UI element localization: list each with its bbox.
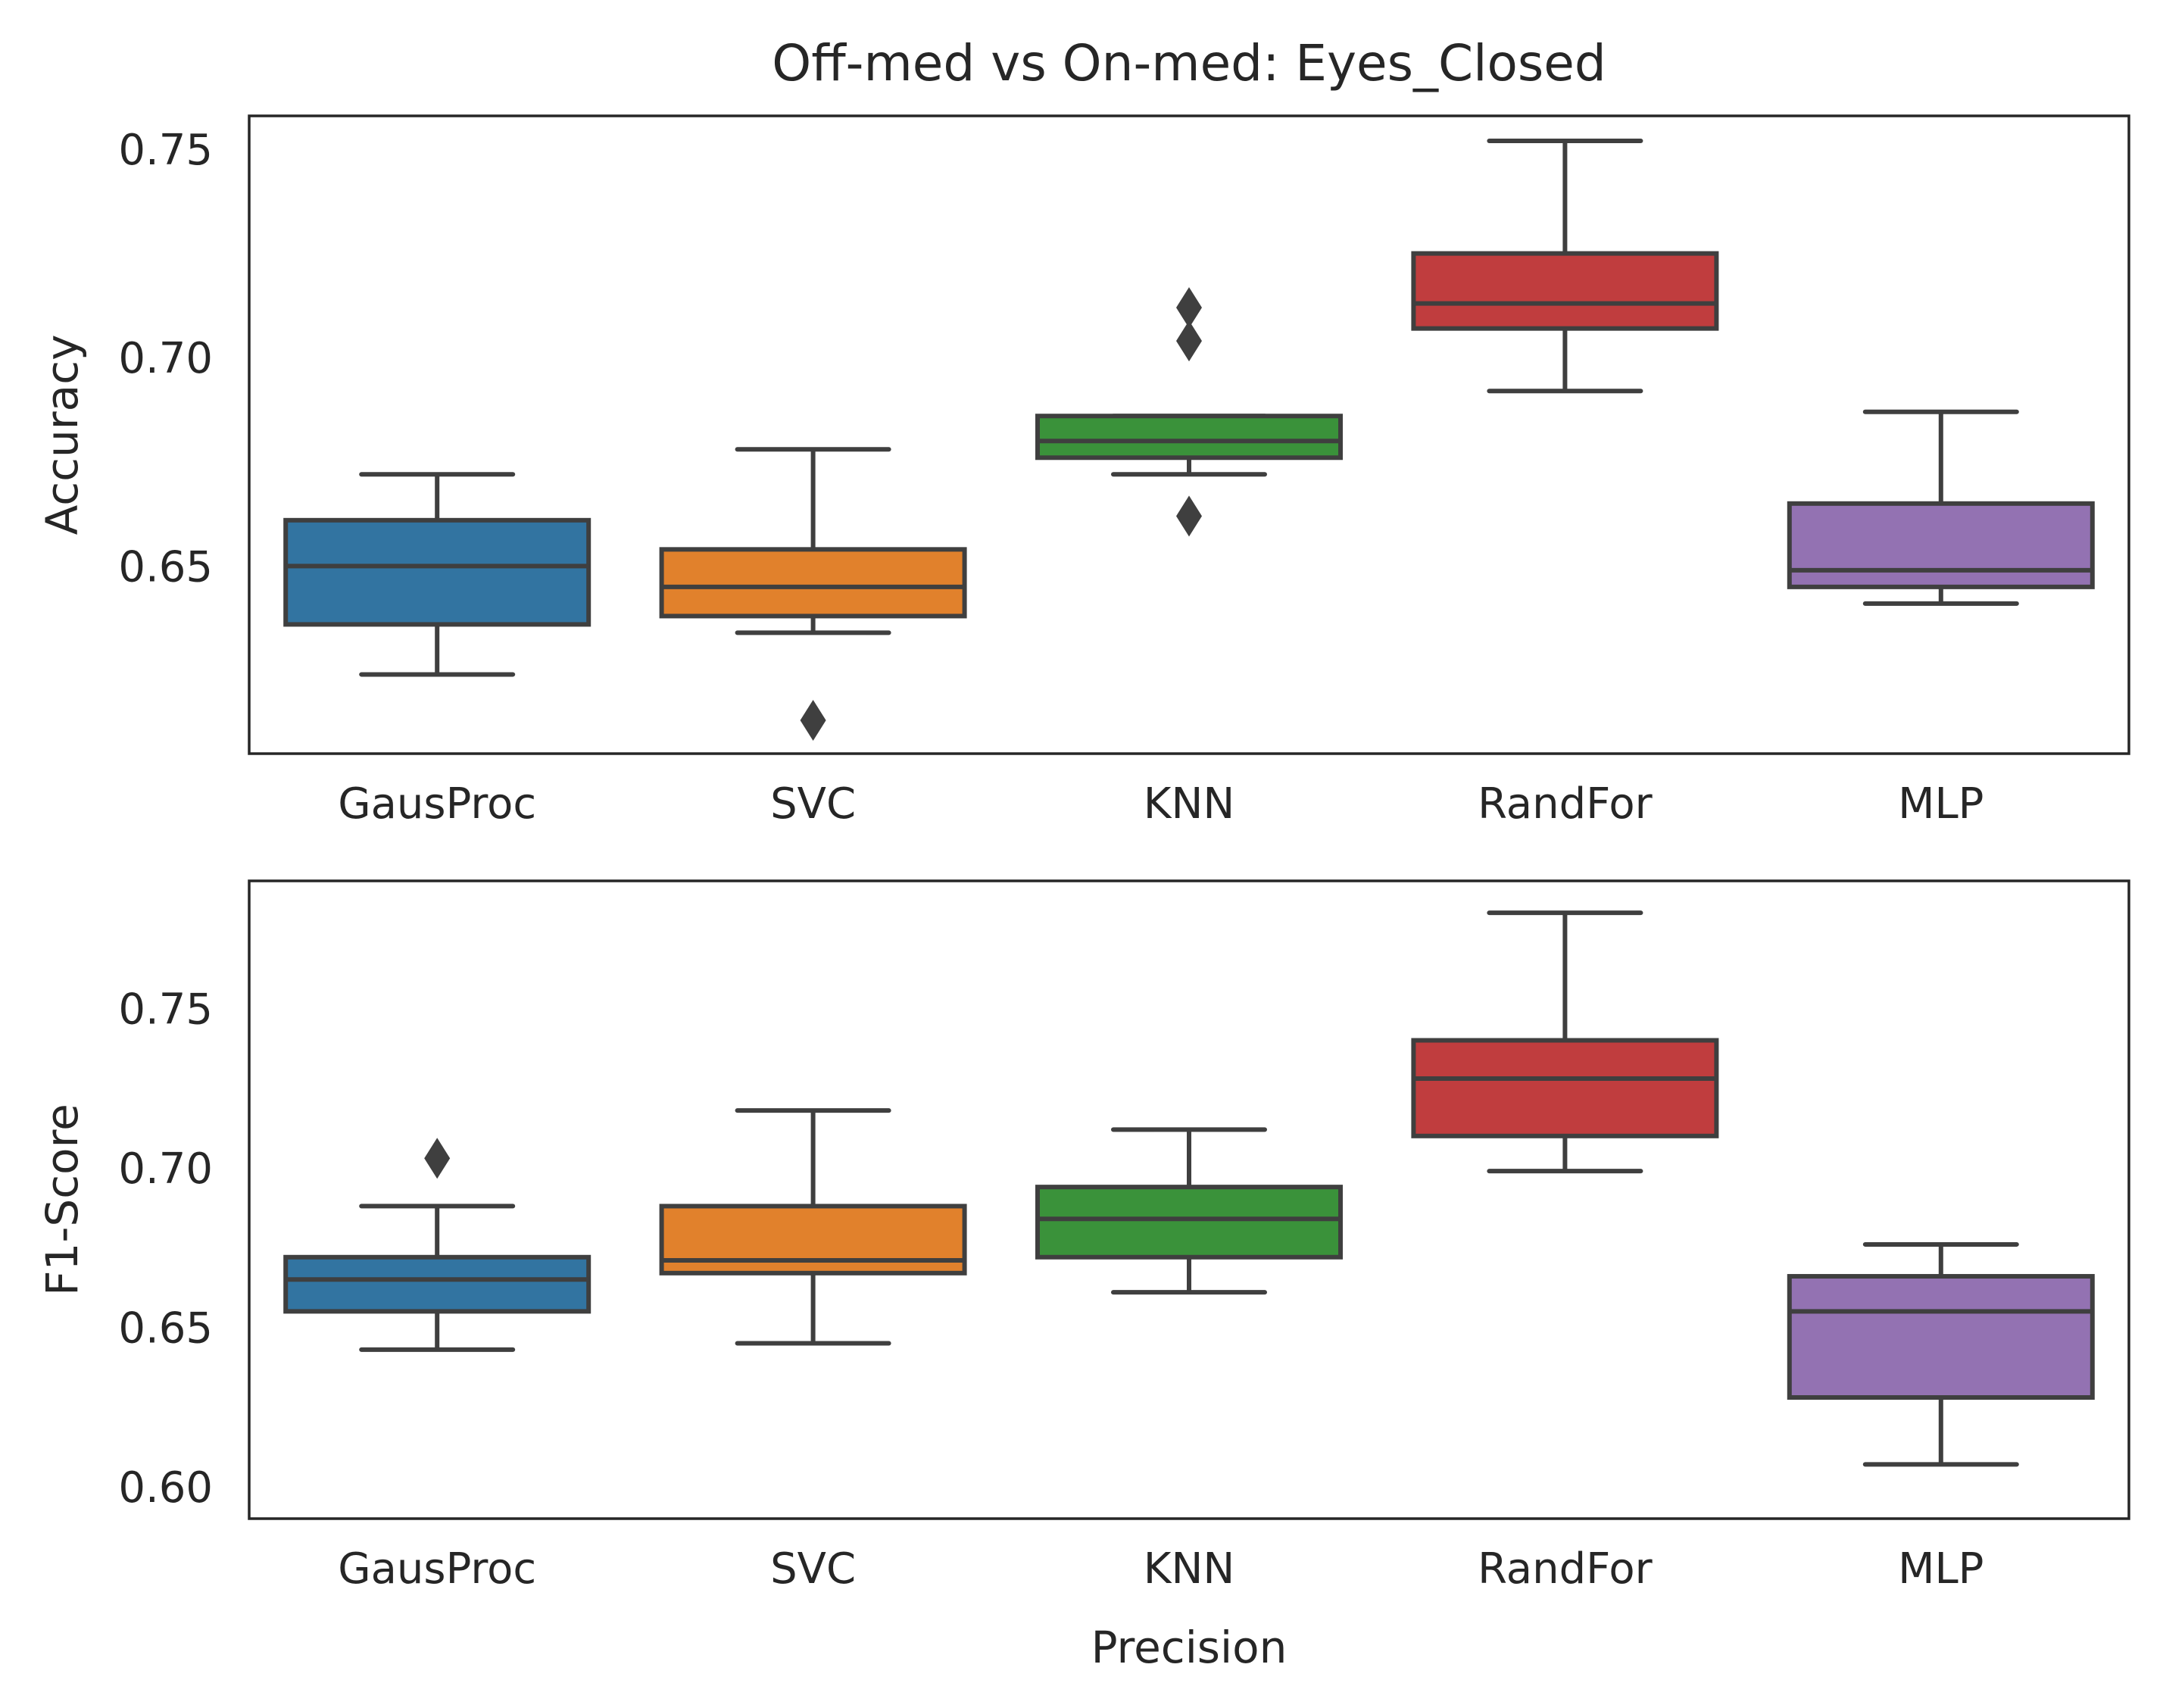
x-tick-label-randfor: RandFor bbox=[1478, 1544, 1653, 1594]
box-gausproc bbox=[283, 1138, 591, 1352]
iqr-box-mlp bbox=[1787, 501, 2095, 589]
iqr-box-knn bbox=[1035, 1185, 1343, 1260]
box-randfor bbox=[1411, 139, 1719, 394]
outlier-knn-0 bbox=[1176, 320, 1202, 362]
x-tick-label-gausproc: GausProc bbox=[338, 779, 536, 829]
x-axis-label: Precision bbox=[1091, 1622, 1288, 1673]
axes-frame bbox=[248, 114, 2130, 755]
x-tick-label-knn: KNN bbox=[1144, 779, 1235, 829]
y-tick-label: 0.65 bbox=[118, 542, 213, 592]
y-axis-label: F1-Score bbox=[36, 1104, 88, 1296]
chart-title: Off-med vs On-med: Eyes_Closed bbox=[772, 34, 1606, 92]
outlier-knn-1 bbox=[1176, 287, 1202, 329]
iqr-box-randfor bbox=[1411, 1038, 1719, 1138]
box-randfor bbox=[1411, 910, 1719, 1174]
iqr-box-gausproc bbox=[283, 1254, 591, 1314]
x-tick-label-gausproc: GausProc bbox=[338, 1544, 536, 1594]
outlier-gausproc-0 bbox=[424, 1138, 451, 1179]
box-mlp bbox=[1787, 1241, 2095, 1467]
x-tick-label-svc: SVC bbox=[770, 779, 856, 829]
outlier-svc-0 bbox=[800, 699, 826, 741]
box-svc bbox=[659, 1108, 967, 1346]
x-tick-label-knn: KNN bbox=[1144, 1544, 1235, 1594]
accuracy-panel: Off-med vs On-med: Eyes_Closed 0.65 0.70 0.… bbox=[36, 34, 2130, 829]
y-axis-label: Accuracy bbox=[36, 335, 88, 536]
box-gausproc bbox=[283, 472, 591, 677]
outlier-knn-2 bbox=[1176, 495, 1202, 537]
box-svc bbox=[659, 447, 967, 741]
y-tick-label: 0.75 bbox=[118, 126, 213, 175]
box-knn bbox=[1035, 1127, 1343, 1295]
y-tick-label: 0.60 bbox=[118, 1463, 213, 1513]
y-tick-label: 0.75 bbox=[118, 985, 213, 1034]
y-tick-label: 0.70 bbox=[118, 334, 213, 383]
f1-score-panel: 0.60 0.65 0.70 0.75 GausProc SVC KNN RandFor MLP… bbox=[36, 879, 2130, 1673]
x-tick-label-randfor: RandFor bbox=[1478, 779, 1653, 829]
x-tick-label-svc: SVC bbox=[770, 1544, 856, 1594]
box-knn bbox=[1035, 287, 1343, 537]
x-tick-label-mlp: MLP bbox=[1898, 779, 1984, 829]
y-tick-label: 0.65 bbox=[118, 1304, 213, 1353]
iqr-box-mlp bbox=[1787, 1274, 2095, 1400]
box-mlp bbox=[1787, 409, 2095, 606]
y-tick-label: 0.70 bbox=[118, 1144, 213, 1194]
iqr-box-randfor bbox=[1411, 251, 1719, 331]
x-tick-label-mlp: MLP bbox=[1898, 1544, 1984, 1594]
iqr-box-svc bbox=[659, 1204, 967, 1276]
iqr-box-knn bbox=[1035, 414, 1343, 461]
iqr-box-gausproc bbox=[283, 517, 591, 627]
axes-frame bbox=[248, 879, 2130, 1520]
iqr-box-svc bbox=[659, 547, 967, 619]
